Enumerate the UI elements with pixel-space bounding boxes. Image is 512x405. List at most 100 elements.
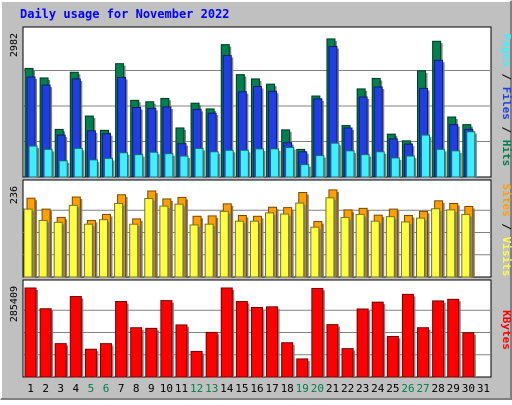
bar-sites-day-1	[23, 208, 33, 278]
bar-pages-day-24	[375, 151, 385, 178]
day-label-22: 22	[341, 382, 354, 395]
legend-kbytes: KBytes	[500, 310, 512, 350]
bar-pages-day-27	[421, 134, 431, 178]
day-label-13: 13	[205, 382, 218, 395]
bar-pages-day-8	[134, 154, 144, 178]
y-axis-max-label: 236	[9, 186, 20, 204]
bar-kbytes-day-15	[235, 301, 248, 378]
bar-pages-day-22	[345, 150, 355, 178]
bar-sites-day-30	[461, 213, 471, 278]
bar-pages-day-13	[209, 151, 219, 178]
bar-kbytes-day-10	[160, 300, 173, 378]
bar-kbytes-day-17	[266, 306, 279, 378]
bar-sites-day-6	[98, 219, 108, 278]
day-label-25: 25	[386, 382, 399, 395]
bar-sites-day-19	[295, 202, 305, 278]
day-label-5: 5	[88, 382, 95, 395]
day-label-12: 12	[190, 382, 203, 395]
bar-sites-day-3	[53, 221, 63, 278]
bar-sites-day-15	[234, 220, 244, 278]
bar-kbytes-day-14	[220, 287, 233, 378]
bar-pages-day-2	[43, 148, 53, 178]
bar-pages-day-14	[224, 149, 234, 178]
day-label-29: 29	[447, 382, 460, 395]
day-label-31: 31	[477, 382, 490, 395]
day-label-21: 21	[326, 382, 339, 395]
bar-sites-day-28	[431, 208, 441, 278]
legend-files: Files	[500, 87, 512, 120]
legend-separator: /	[500, 217, 512, 237]
day-axis-labels: 1 2 3 4 5 6 7 8 9 10 11 12 13 14 15 16 17 18 19 20 21 22 23 24 2…	[27, 382, 490, 395]
bar-kbytes-day-13	[205, 331, 218, 378]
legend-separator: /	[500, 67, 512, 87]
day-label-16: 16	[250, 382, 263, 395]
bar-kbytes-day-21	[326, 324, 339, 378]
bar-sites-day-13	[204, 223, 214, 278]
bar-sites-day-25	[385, 216, 395, 278]
day-label-7: 7	[118, 382, 125, 395]
visits-sites-panel: 236	[9, 179, 492, 278]
legend-visits: Visits	[500, 237, 512, 277]
bar-sites-day-18	[280, 213, 290, 278]
hits-files-pages-panel: 2982	[9, 26, 492, 178]
bar-pages-day-29	[451, 150, 461, 178]
bar-sites-day-2	[38, 219, 48, 278]
day-label-27: 27	[416, 382, 429, 395]
day-label-23: 23	[356, 382, 369, 395]
bar-sites-day-14	[219, 210, 229, 278]
day-label-3: 3	[57, 382, 64, 395]
bar-kbytes-day-11	[175, 324, 188, 378]
y-axis-max-label: 285409	[9, 286, 20, 322]
bar-kbytes-day-6	[99, 343, 112, 378]
bar-sites-day-5	[83, 223, 93, 278]
bar-sites-day-4	[68, 204, 78, 278]
bar-kbytes-day-1	[24, 287, 37, 378]
bar-sites-day-21	[325, 197, 335, 278]
day-label-26: 26	[401, 382, 414, 395]
bar-pages-day-10	[164, 153, 174, 178]
bar-kbytes-day-16	[250, 306, 263, 378]
bar-kbytes-day-26	[401, 293, 414, 378]
bar-pages-day-4	[73, 147, 83, 178]
legend-hits: Hits	[500, 140, 512, 167]
day-label-1: 1	[27, 382, 34, 395]
bar-pages-day-20	[315, 155, 325, 178]
bar-pages-day-15	[239, 149, 249, 178]
legend-pages: Pages	[500, 34, 512, 67]
day-label-8: 8	[133, 382, 140, 395]
bar-sites-day-24	[370, 220, 380, 278]
bar-kbytes-day-18	[281, 342, 294, 378]
bar-sites-day-10	[159, 205, 169, 278]
bar-pages-day-11	[179, 155, 189, 178]
bar-kbytes-day-19	[296, 358, 309, 378]
bar-sites-day-29	[446, 209, 456, 278]
bar-pages-day-7	[119, 152, 129, 178]
bar-kbytes-day-30	[462, 332, 475, 378]
bar-kbytes-day-22	[341, 348, 354, 378]
bar-kbytes-day-24	[371, 301, 384, 378]
bar-pages-day-25	[390, 157, 400, 178]
day-label-18: 18	[281, 382, 294, 395]
bar-pages-day-9	[149, 151, 159, 178]
bar-kbytes-day-8	[130, 327, 143, 378]
bar-kbytes-day-7	[115, 301, 128, 378]
bar-pages-day-28	[436, 148, 446, 178]
bar-kbytes-day-2	[39, 308, 52, 378]
bar-kbytes-day-27	[417, 327, 430, 378]
bar-sites-day-11	[174, 203, 184, 278]
bar-pages-day-19	[300, 164, 310, 178]
day-label-11: 11	[175, 382, 188, 395]
day-label-24: 24	[371, 382, 385, 395]
bar-pages-day-1	[28, 145, 38, 178]
bar-sites-day-7	[114, 202, 124, 278]
day-label-28: 28	[432, 382, 445, 395]
bar-pages-day-16	[254, 148, 264, 178]
bar-sites-day-26	[400, 221, 410, 278]
legend-separator: /	[500, 120, 512, 140]
day-label-19: 19	[296, 382, 309, 395]
bar-sites-day-27	[416, 217, 426, 278]
